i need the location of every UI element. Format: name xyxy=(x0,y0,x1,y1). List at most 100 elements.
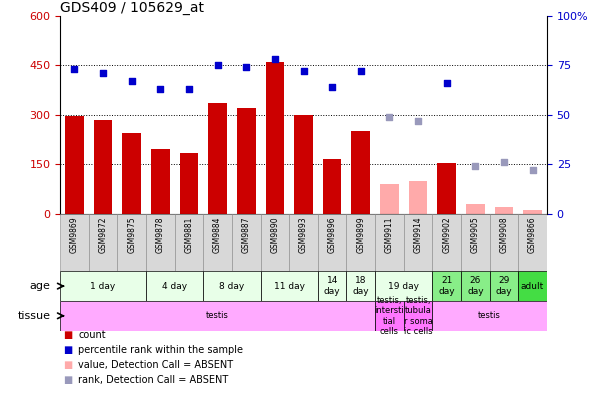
Point xyxy=(385,114,394,120)
Bar xyxy=(404,214,432,271)
Bar xyxy=(203,271,261,301)
Bar xyxy=(237,108,255,214)
Bar xyxy=(151,149,169,214)
Bar xyxy=(323,159,341,214)
Text: rank, Detection Call = ABSENT: rank, Detection Call = ABSENT xyxy=(78,375,228,385)
Text: GSM9899: GSM9899 xyxy=(356,217,365,253)
Bar xyxy=(180,153,198,214)
Text: 29
day: 29 day xyxy=(496,276,512,296)
Point xyxy=(356,68,365,74)
Bar xyxy=(404,301,432,331)
Point xyxy=(270,56,279,63)
Bar xyxy=(146,271,203,301)
Text: GSM9875: GSM9875 xyxy=(127,217,136,253)
Bar xyxy=(518,214,547,271)
Bar xyxy=(117,214,146,271)
Bar xyxy=(466,204,484,214)
Bar xyxy=(352,131,370,214)
Text: value, Detection Call = ABSENT: value, Detection Call = ABSENT xyxy=(78,360,233,370)
Text: GSM9884: GSM9884 xyxy=(213,217,222,253)
Text: 8 day: 8 day xyxy=(219,282,245,291)
Bar xyxy=(490,214,518,271)
Text: GSM9896: GSM9896 xyxy=(328,217,337,253)
Text: 1 day: 1 day xyxy=(90,282,115,291)
Bar xyxy=(261,214,289,271)
Bar xyxy=(375,301,404,331)
Bar xyxy=(123,133,141,214)
Bar xyxy=(432,214,461,271)
Point xyxy=(528,167,537,173)
Text: count: count xyxy=(78,329,106,340)
Bar xyxy=(65,116,84,214)
Bar xyxy=(375,271,432,301)
Bar xyxy=(346,214,375,271)
Bar xyxy=(318,271,346,301)
Bar xyxy=(318,214,346,271)
Text: 14
day: 14 day xyxy=(324,276,340,296)
Bar xyxy=(495,207,513,214)
Text: GSM9893: GSM9893 xyxy=(299,217,308,253)
Text: 4 day: 4 day xyxy=(162,282,187,291)
Point xyxy=(299,68,308,74)
Bar xyxy=(380,184,398,214)
Point xyxy=(98,70,108,76)
Bar xyxy=(60,271,146,301)
Point xyxy=(156,86,165,92)
Bar xyxy=(203,214,232,271)
Bar xyxy=(175,214,203,271)
Bar xyxy=(346,271,375,301)
Text: testis: testis xyxy=(206,311,229,320)
Text: GSM9905: GSM9905 xyxy=(471,217,480,253)
Point xyxy=(70,66,79,72)
Text: GSM9911: GSM9911 xyxy=(385,217,394,253)
Text: GSM9914: GSM9914 xyxy=(413,217,423,253)
Text: testis,
intersti
tial
cells: testis, intersti tial cells xyxy=(374,296,404,336)
Text: GSM9881: GSM9881 xyxy=(185,217,194,253)
Bar xyxy=(461,271,490,301)
Text: 26
day: 26 day xyxy=(467,276,484,296)
Text: adult: adult xyxy=(521,282,545,291)
Bar xyxy=(438,163,456,214)
Point xyxy=(471,163,480,169)
Bar xyxy=(289,214,318,271)
Bar xyxy=(146,214,175,271)
Text: GSM9869: GSM9869 xyxy=(70,217,79,253)
Text: testis,
tubula
r soma
ic cells: testis, tubula r soma ic cells xyxy=(404,296,433,336)
Text: GSM9872: GSM9872 xyxy=(99,217,108,253)
Text: age: age xyxy=(29,281,50,291)
Bar xyxy=(409,181,427,214)
Bar xyxy=(518,271,547,301)
Bar xyxy=(232,214,261,271)
Text: GDS409 / 105629_at: GDS409 / 105629_at xyxy=(60,1,204,15)
Text: 21
day: 21 day xyxy=(438,276,455,296)
Bar xyxy=(60,214,89,271)
Text: ■: ■ xyxy=(63,329,72,340)
Bar xyxy=(266,62,284,214)
Point xyxy=(499,159,509,166)
Bar xyxy=(375,214,404,271)
Text: GSM9902: GSM9902 xyxy=(442,217,451,253)
Bar xyxy=(490,271,518,301)
Point xyxy=(328,84,337,90)
Bar xyxy=(261,271,318,301)
Bar xyxy=(60,301,375,331)
Text: GSM9866: GSM9866 xyxy=(528,217,537,253)
Text: ■: ■ xyxy=(63,360,72,370)
Text: GSM9908: GSM9908 xyxy=(499,217,508,253)
Bar xyxy=(432,271,461,301)
Bar xyxy=(94,120,112,214)
Text: GSM9878: GSM9878 xyxy=(156,217,165,253)
Bar xyxy=(523,210,542,214)
Text: percentile rank within the sample: percentile rank within the sample xyxy=(78,345,243,355)
Point xyxy=(413,118,423,124)
Bar xyxy=(209,103,227,214)
Text: tissue: tissue xyxy=(17,311,50,321)
Bar xyxy=(432,301,547,331)
Point xyxy=(242,64,251,70)
Text: ■: ■ xyxy=(63,375,72,385)
Bar xyxy=(89,214,117,271)
Point xyxy=(442,80,451,86)
Text: 18
day: 18 day xyxy=(352,276,369,296)
Text: ■: ■ xyxy=(63,345,72,355)
Point xyxy=(184,86,194,92)
